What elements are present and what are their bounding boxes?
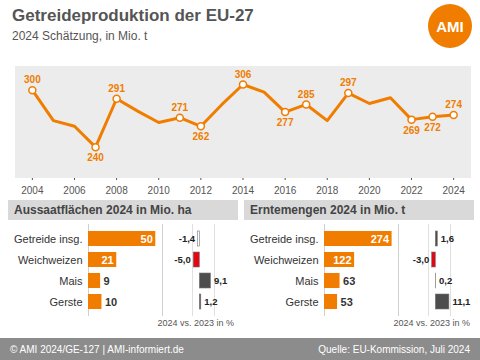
svg-text:11,1: 11,1 bbox=[452, 296, 471, 307]
svg-text:122: 122 bbox=[333, 254, 351, 266]
svg-text:2018: 2018 bbox=[316, 185, 339, 196]
svg-text:300: 300 bbox=[24, 74, 41, 85]
svg-text:Weichweizen: Weichweizen bbox=[254, 254, 319, 266]
svg-text:262: 262 bbox=[193, 131, 210, 142]
svg-text:2024: 2024 bbox=[443, 185, 466, 196]
svg-text:Gerste: Gerste bbox=[49, 296, 82, 308]
svg-text:9,1: 9,1 bbox=[214, 275, 228, 286]
svg-text:2020: 2020 bbox=[358, 185, 381, 196]
html-text:Getreideproduktion der EU-27: Getreideproduktion der EU-27 bbox=[12, 6, 254, 25]
svg-text:Weichweizen: Weichweizen bbox=[18, 254, 83, 266]
svg-text:285: 285 bbox=[298, 89, 315, 100]
svg-text:297: 297 bbox=[340, 77, 357, 88]
svg-text:271: 271 bbox=[171, 102, 188, 113]
html-text:Erntemengen 2024 in Mio. t: Erntemengen 2024 in Mio. t bbox=[250, 203, 406, 217]
svg-text:21: 21 bbox=[102, 254, 114, 266]
svg-text:2008: 2008 bbox=[105, 185, 128, 196]
html-text:2024 vs. 2023 in %: 2024 vs. 2023 in % bbox=[157, 318, 234, 328]
svg-text:2014: 2014 bbox=[232, 185, 255, 196]
svg-text:277: 277 bbox=[277, 117, 294, 128]
svg-text:Getreide insg.: Getreide insg. bbox=[250, 233, 318, 245]
svg-text:306: 306 bbox=[235, 69, 252, 80]
svg-text:Mais: Mais bbox=[295, 275, 319, 287]
svg-text:269: 269 bbox=[403, 125, 420, 136]
html-text:AMI: AMI bbox=[436, 17, 464, 35]
html-text:2024 vs. 2023 in %: 2024 vs. 2023 in % bbox=[393, 318, 470, 328]
svg-text:1,6: 1,6 bbox=[441, 233, 454, 244]
svg-text:2004: 2004 bbox=[21, 185, 44, 196]
svg-text:50: 50 bbox=[141, 233, 153, 245]
html-text:Quelle: EU-Kommission, Juli 20: Quelle: EU-Kommission, Juli 2024 bbox=[318, 343, 470, 355]
svg-text:2022: 2022 bbox=[400, 185, 423, 196]
svg-text:-3,0: -3,0 bbox=[413, 254, 429, 265]
svg-text:2016: 2016 bbox=[274, 185, 297, 196]
svg-text:2006: 2006 bbox=[63, 185, 86, 196]
svg-text:-1,4: -1,4 bbox=[179, 233, 196, 244]
html-text:© AMI 2024/GE-127 | AMI-inform: © AMI 2024/GE-127 | AMI-informiert.de bbox=[10, 343, 184, 355]
svg-text:272: 272 bbox=[424, 122, 441, 133]
svg-text:240: 240 bbox=[87, 152, 104, 163]
svg-text:291: 291 bbox=[108, 83, 125, 94]
svg-text:9: 9 bbox=[104, 275, 110, 287]
svg-text:Mais: Mais bbox=[59, 275, 83, 287]
svg-text:2012: 2012 bbox=[190, 185, 213, 196]
svg-text:Gerste: Gerste bbox=[285, 296, 318, 308]
svg-text:0,2: 0,2 bbox=[439, 275, 452, 286]
svg-text:53: 53 bbox=[341, 296, 353, 308]
svg-text:-5,0: -5,0 bbox=[174, 254, 190, 265]
svg-text:274: 274 bbox=[445, 99, 462, 110]
html-text:2024 Schätzung, in Mio. t: 2024 Schätzung, in Mio. t bbox=[12, 29, 148, 43]
svg-text:2010: 2010 bbox=[148, 185, 171, 196]
svg-text:274: 274 bbox=[371, 233, 390, 245]
svg-text:1,2: 1,2 bbox=[204, 296, 217, 307]
html-text:Aussaatflächen 2024 in Mio. ha: Aussaatflächen 2024 in Mio. ha bbox=[14, 203, 192, 217]
svg-text:63: 63 bbox=[343, 275, 355, 287]
svg-text:10: 10 bbox=[105, 296, 117, 308]
svg-text:Getreide insg.: Getreide insg. bbox=[14, 233, 82, 245]
